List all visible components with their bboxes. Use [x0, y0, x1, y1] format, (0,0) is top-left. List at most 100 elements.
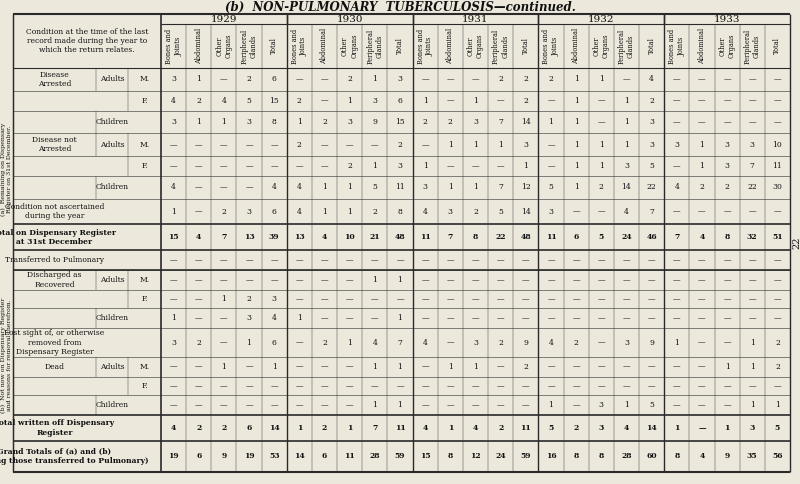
Text: —: — [220, 315, 228, 322]
Text: 1932: 1932 [588, 15, 614, 24]
Text: 1: 1 [222, 295, 226, 303]
Text: 24: 24 [495, 453, 506, 460]
Text: —: — [698, 97, 706, 105]
Text: —: — [774, 208, 782, 216]
Text: 1: 1 [373, 363, 378, 371]
Text: 1: 1 [246, 338, 251, 347]
Text: Peripheral
Glands: Peripheral Glands [492, 29, 510, 63]
Text: 48: 48 [521, 233, 531, 242]
Text: —: — [346, 276, 354, 284]
Text: 3: 3 [624, 338, 629, 347]
Text: 4: 4 [171, 183, 176, 192]
Text: 19: 19 [244, 453, 254, 460]
Text: —: — [723, 76, 731, 83]
Text: —: — [572, 401, 580, 409]
Text: 1: 1 [297, 118, 302, 126]
Text: —: — [295, 276, 303, 284]
Text: Other
Organs: Other Organs [341, 34, 358, 58]
Text: —: — [774, 295, 782, 303]
Text: 22: 22 [793, 237, 800, 249]
Text: 1: 1 [398, 276, 402, 284]
Text: —: — [774, 276, 782, 284]
Text: —: — [673, 162, 681, 170]
Text: —: — [195, 208, 202, 216]
Text: —: — [170, 276, 178, 284]
Text: 1: 1 [322, 183, 327, 192]
Text: 2: 2 [398, 141, 402, 149]
Text: 28: 28 [370, 453, 380, 460]
Text: Abdominal: Abdominal [194, 28, 202, 64]
Text: —: — [346, 256, 354, 264]
Text: Total: Total [270, 38, 278, 54]
Text: 1: 1 [674, 424, 679, 432]
Text: —: — [195, 315, 202, 322]
Text: —: — [321, 141, 328, 149]
Text: F.: F. [142, 162, 148, 170]
Text: —: — [648, 363, 655, 371]
Text: —: — [371, 315, 378, 322]
Text: 5: 5 [373, 183, 378, 192]
Text: —: — [295, 256, 303, 264]
Text: Total: Total [774, 38, 782, 54]
Text: —: — [723, 295, 731, 303]
Text: 8: 8 [473, 233, 478, 242]
Text: 1: 1 [222, 363, 226, 371]
Text: —: — [522, 315, 530, 322]
Text: 2: 2 [322, 338, 327, 347]
Text: —: — [723, 276, 731, 284]
Text: 1: 1 [725, 363, 730, 371]
Text: M.: M. [140, 276, 150, 284]
Text: Condition at the time of the last
record made during the year to
which the retur: Condition at the time of the last record… [26, 28, 148, 54]
Text: —: — [723, 338, 731, 347]
Text: Peripheral
Glands: Peripheral Glands [241, 29, 258, 63]
Text: Other
Organs: Other Organs [718, 34, 736, 58]
Text: 1: 1 [473, 363, 478, 371]
Text: 2: 2 [196, 97, 201, 105]
Text: —: — [422, 401, 429, 409]
Text: 1929: 1929 [210, 15, 237, 24]
Text: 1: 1 [750, 363, 754, 371]
Text: 14: 14 [622, 183, 631, 192]
Text: 9: 9 [523, 338, 528, 347]
Text: 22: 22 [495, 233, 506, 242]
Text: 4: 4 [674, 183, 679, 192]
Text: 2: 2 [498, 338, 503, 347]
Text: F.: F. [142, 295, 148, 303]
Text: Adults: Adults [100, 141, 125, 149]
Text: —: — [598, 118, 605, 126]
Text: —: — [673, 382, 681, 390]
Text: 11: 11 [546, 233, 556, 242]
Text: —: — [598, 338, 605, 347]
Text: Bones and
Joints: Bones and Joints [668, 29, 686, 63]
Text: 12: 12 [470, 453, 481, 460]
Text: —: — [673, 295, 681, 303]
Text: 1: 1 [448, 183, 453, 192]
Text: —: — [446, 97, 454, 105]
Text: —: — [774, 382, 782, 390]
Text: —: — [295, 162, 303, 170]
Text: —: — [472, 256, 479, 264]
Text: 2: 2 [775, 363, 780, 371]
Text: —: — [547, 256, 554, 264]
Text: —: — [246, 141, 253, 149]
Text: Other
Organs: Other Organs [467, 34, 484, 58]
Text: 4: 4 [196, 233, 202, 242]
Text: 1: 1 [498, 141, 503, 149]
Text: Total written off Dispensary
Register: Total written off Dispensary Register [0, 419, 114, 437]
Text: F.: F. [142, 97, 148, 105]
Text: 3: 3 [624, 162, 629, 170]
Text: —: — [497, 363, 505, 371]
Text: —: — [698, 363, 706, 371]
Text: Bones and
Joints: Bones and Joints [290, 29, 308, 63]
Text: —: — [246, 401, 253, 409]
Text: 5: 5 [498, 208, 503, 216]
Text: 3: 3 [725, 141, 730, 149]
Text: 13: 13 [294, 233, 305, 242]
Text: 4: 4 [171, 424, 176, 432]
Text: —: — [170, 141, 178, 149]
Text: 5: 5 [549, 183, 554, 192]
Text: 4: 4 [699, 233, 705, 242]
Text: —: — [422, 295, 429, 303]
Text: —: — [648, 276, 655, 284]
Text: 1: 1 [422, 97, 428, 105]
